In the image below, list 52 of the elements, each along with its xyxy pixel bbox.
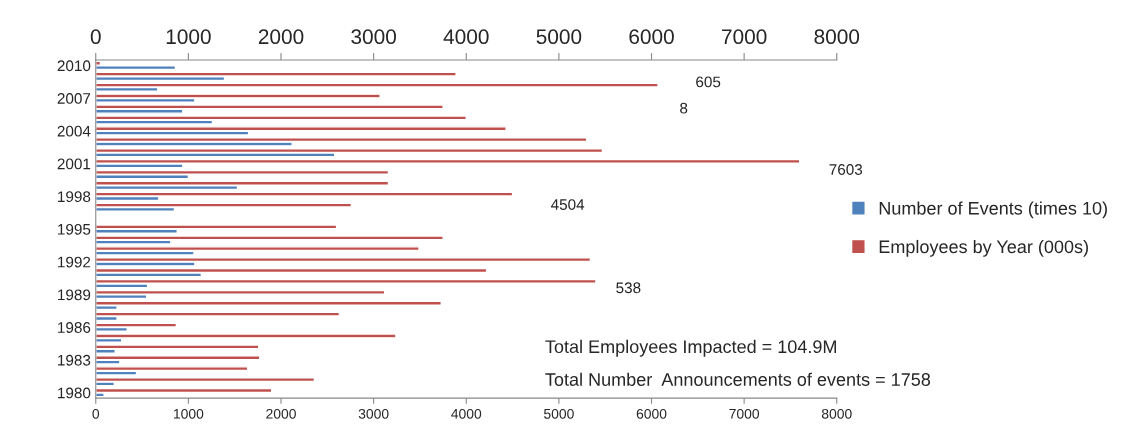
bar (95, 300, 442, 306)
x2-tick-label: 0 (90, 29, 101, 45)
x2-tick-label: 8000 (814, 29, 860, 45)
x2-tick-label: 1000 (166, 29, 211, 45)
y-tick-label: 1986 (58, 322, 91, 333)
annotation: 7603 (829, 164, 863, 175)
bar (95, 278, 597, 284)
x2-tick-label: 2000 (258, 29, 304, 45)
y-tick-label: 1992 (58, 256, 91, 268)
bar (95, 191, 514, 197)
x2-tick-label: 6000 (629, 29, 674, 45)
y-tick-label: 2010 (57, 60, 91, 72)
annotation: 4504 (550, 199, 585, 210)
y-tick-label: 1995 (58, 223, 91, 235)
x2-tick-label: 7000 (722, 29, 767, 45)
legend-label: Number of Events (times 10) (879, 201, 1107, 219)
bar (95, 180, 390, 186)
x-tick-label: 4000 (451, 408, 482, 419)
bar (95, 202, 353, 208)
x2-tick-label: 5000 (536, 29, 582, 45)
x-tick-label: 0 (92, 408, 100, 419)
bar (95, 169, 390, 175)
y-tick-label: 1980 (58, 387, 91, 399)
x2-tick-label: 4000 (443, 29, 489, 45)
y-tick-label: 1989 (58, 289, 91, 301)
y-tick-label: 2001 (57, 158, 91, 170)
x-tick-label: 5000 (543, 408, 574, 419)
y-tick-label: 1983 (58, 354, 91, 366)
annotation: Total Number Announcements of events = 1758 (545, 372, 931, 386)
x-tick-label: 8000 (821, 408, 852, 419)
x-tick-label: 6000 (636, 408, 667, 419)
bar (95, 65, 177, 71)
bar (95, 224, 338, 230)
bar (95, 322, 178, 328)
annotation: 8 (680, 102, 688, 114)
annotation: Total Employees Impacted = 104.9M (545, 339, 836, 357)
y-tick-label: 2004 (57, 125, 91, 137)
bar (95, 158, 801, 164)
x2-tick-label: 3000 (351, 29, 396, 45)
y-tick-label: 1998 (58, 191, 91, 203)
bar (95, 311, 341, 317)
x-tick-label: 2000 (266, 408, 296, 419)
annotation: 538 (616, 282, 641, 294)
bar (95, 82, 659, 88)
x-tick-label: 7000 (729, 408, 760, 419)
legend-label: Employees by Year (000s) (879, 239, 1088, 257)
bar (95, 71, 457, 77)
bar (95, 289, 386, 295)
annotation: 605 (696, 76, 721, 88)
x-tick-label: 1000 (174, 408, 204, 419)
x-tick-label: 3000 (358, 408, 389, 419)
y-tick-label: 2007 (57, 93, 91, 104)
